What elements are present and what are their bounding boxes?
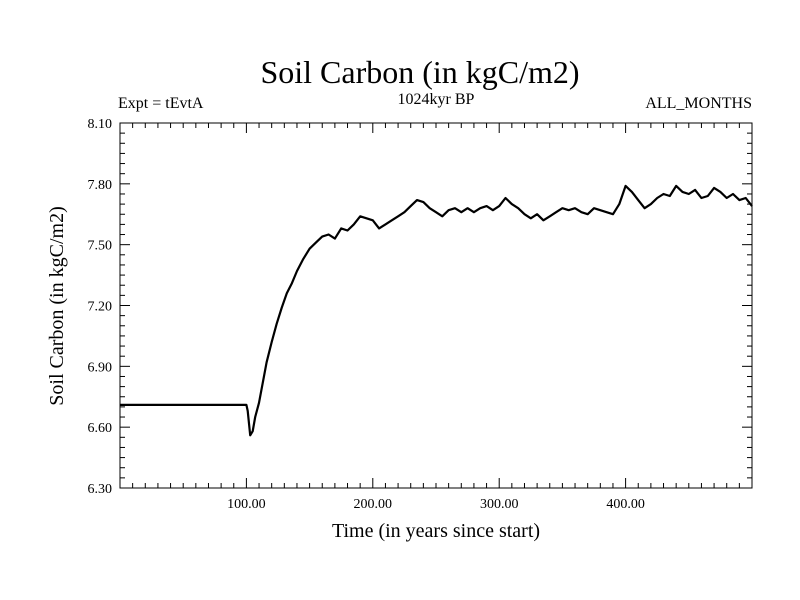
period-label: 1024kyr BP bbox=[398, 91, 475, 108]
y-tick-label: 6.90 bbox=[88, 360, 113, 375]
y-tick-label: 6.60 bbox=[88, 421, 113, 436]
chart-title: Soil Carbon (in kgC/m2) bbox=[260, 54, 579, 90]
y-tick-label: 7.50 bbox=[88, 239, 113, 254]
y-tick-label: 8.10 bbox=[88, 117, 113, 132]
x-tick-label: 100.00 bbox=[227, 497, 266, 512]
y-axis-label: Soil Carbon (in kgC/m2) bbox=[46, 206, 68, 405]
months-label: ALL_MONTHS bbox=[645, 95, 752, 112]
soil-carbon-series-line bbox=[120, 184, 753, 437]
x-tick-label: 300.00 bbox=[480, 497, 519, 512]
x-axis-tick-labels: 100.00 200.00 300.00 400.00 bbox=[227, 497, 645, 512]
y-axis-ticks bbox=[120, 132, 752, 479]
y-tick-label: 6.30 bbox=[88, 482, 113, 497]
x-axis-ticks bbox=[132, 123, 740, 488]
y-axis-tick-labels: 6.30 6.60 6.90 7.20 7.50 7.80 8.10 bbox=[88, 117, 113, 497]
x-tick-label: 400.00 bbox=[606, 497, 645, 512]
y-tick-label: 7.80 bbox=[88, 178, 113, 193]
experiment-label: Expt = tEvtA bbox=[118, 95, 204, 112]
x-tick-label: 200.00 bbox=[354, 497, 393, 512]
x-axis-label: Time (in years since start) bbox=[332, 520, 540, 542]
y-tick-label: 7.20 bbox=[88, 300, 113, 315]
